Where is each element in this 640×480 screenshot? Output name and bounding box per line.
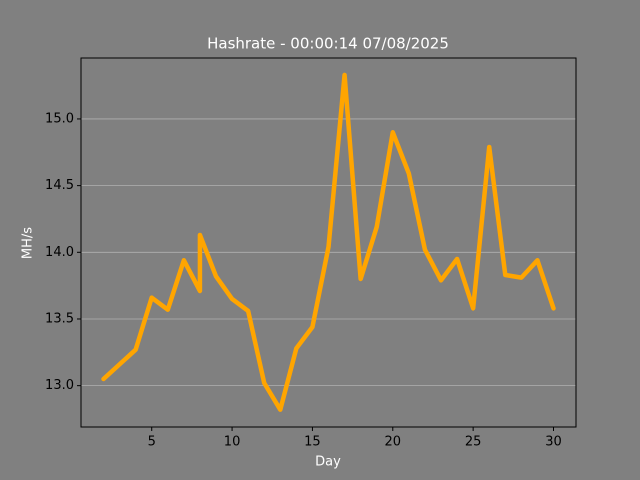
x-tick-label: 10 <box>224 435 241 450</box>
y-tick-label: 14.5 <box>45 178 74 193</box>
x-tick-label: 25 <box>465 435 482 450</box>
x-tick-label: 5 <box>148 435 156 450</box>
x-tick-label: 20 <box>385 435 402 450</box>
y-axis-label: MH/s <box>21 227 36 259</box>
x-tick-label: 15 <box>304 435 321 450</box>
y-tick-label: 13.0 <box>45 378 74 393</box>
x-axis-label: Day <box>315 455 341 470</box>
data-line <box>101 72 556 412</box>
y-tick-label: 13.5 <box>45 311 74 326</box>
y-tick-label: 15.0 <box>45 111 74 126</box>
chart-title: Hashrate - 00:00:14 07/08/2025 <box>207 35 449 53</box>
x-tick-label: 30 <box>545 435 562 450</box>
plot-frame <box>80 57 577 428</box>
y-tick-label: 14.0 <box>45 245 74 260</box>
